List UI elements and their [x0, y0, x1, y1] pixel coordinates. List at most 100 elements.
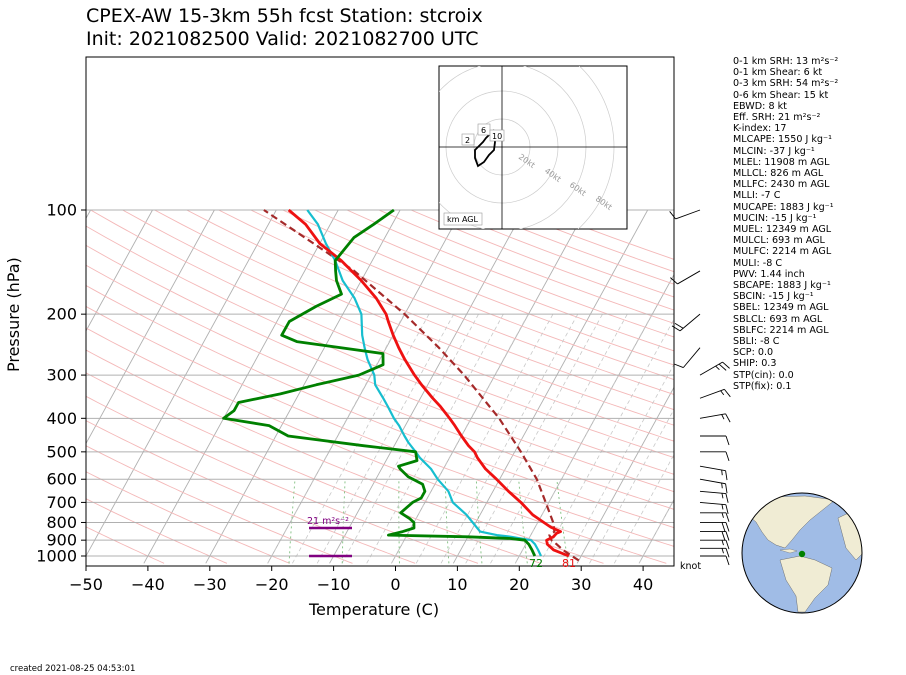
sounding-indices-panel: 0-1 km SRH: 13 m²s⁻² 0-1 km Shear: 6 kt 0-… — [733, 56, 838, 392]
wind-barb-flag — [725, 540, 730, 550]
parcel-profile — [263, 209, 580, 562]
isotherm — [205, 209, 401, 564]
wind-barb-staff — [682, 347, 701, 368]
dry-adiabat — [86, 327, 667, 564]
wind-barb-staff — [677, 270, 701, 285]
wind-barb-staff — [699, 388, 725, 399]
wind-barb-flag — [725, 504, 729, 515]
moist-adiabat — [292, 314, 430, 564]
mixing-ratio-line — [475, 479, 483, 564]
dry-adiabat — [86, 471, 290, 564]
sounding-index: STP(fix): 0.1 — [733, 380, 792, 392]
wind-barb-flag — [718, 363, 727, 371]
wind-barb — [699, 361, 730, 376]
sounding-index: MULCL: 693 m AGL — [733, 235, 825, 247]
wind-barb-half-flag — [721, 414, 725, 420]
wind-barb-flag — [725, 548, 730, 558]
moist-adiabat — [341, 314, 479, 564]
wind-barb-flag — [721, 522, 726, 532]
moist-adiabat — [490, 314, 628, 564]
mixing-ratio-line — [398, 479, 400, 564]
hodograph-height-box — [489, 129, 505, 142]
isotherm — [391, 209, 587, 564]
dewpoint-profile — [222, 208, 537, 557]
sounding-index: 0-1 km Shear: 6 kt — [733, 67, 823, 79]
wind-barb — [700, 531, 730, 541]
hodograph-trace — [474, 129, 496, 168]
isotherm — [638, 498, 674, 564]
wind-barb-half-flag — [721, 504, 724, 510]
wind-barb — [699, 490, 729, 503]
wind-barb-half-flag — [721, 540, 724, 546]
dry-adiabat — [506, 209, 674, 273]
sounding-index: MLLI: -7 C — [733, 190, 781, 202]
y-tick-label: 900 — [46, 531, 77, 550]
hodograph-height-label: 2 — [465, 136, 470, 145]
sounding-index: MLLCL: 826 m AGL — [733, 168, 824, 180]
moist-adiabat — [564, 363, 674, 564]
moist-adiabat — [589, 408, 674, 564]
temperature-profile — [287, 208, 570, 558]
y-tick-label: 600 — [46, 470, 77, 489]
sounding-index: MULFC: 2214 m AGL — [733, 246, 832, 258]
mixing-ratio-line — [518, 479, 528, 564]
wind-barb — [699, 413, 731, 423]
sounding-index: MUCAPE: 1883 J kg⁻¹ — [733, 201, 834, 213]
y-tick-label: 800 — [46, 513, 77, 532]
moist-adiabat — [514, 314, 653, 564]
wetbulb-profile — [306, 209, 542, 557]
wind-barb — [674, 347, 701, 369]
wind-barb-staff — [699, 465, 726, 472]
wind-barb-staff — [699, 501, 726, 506]
dry-adiabat — [154, 209, 674, 426]
moist-adiabat — [638, 498, 674, 564]
wind-barb-flag — [721, 531, 726, 541]
wind-barb-flag — [725, 512, 730, 522]
moist-adiabat — [366, 314, 504, 564]
wind-barb — [700, 451, 730, 461]
isotherm — [86, 209, 153, 332]
chart-title-line-1: CPEX-AW 15-3km 55h fcst Station: stcroix — [86, 5, 483, 27]
x-tick-label: −50 — [69, 575, 103, 594]
sounding-index: SBEL: 12349 m AGL — [733, 302, 829, 314]
sounding-index: PWV: 1.44 inch — [733, 268, 805, 280]
moist-adiabat — [440, 314, 579, 564]
wind-barb-half-flag — [721, 469, 723, 476]
south-america — [779, 555, 833, 613]
wind-barb-half-flag — [721, 512, 724, 518]
moist-adiabat — [316, 314, 455, 564]
wind-barb — [700, 512, 730, 522]
wind-barb-flag — [725, 435, 730, 446]
isotherm — [576, 386, 674, 564]
sounding-index: MLEL: 11908 m AGL — [733, 156, 830, 168]
wind-barb — [699, 465, 728, 481]
moist-adiabat — [465, 314, 603, 564]
sounding-index: 0-3 km SRH: 54 m²s⁻² — [733, 78, 839, 90]
isotherm — [86, 209, 277, 557]
hodograph-footer: km AGL — [447, 215, 479, 224]
dry-adiabat — [86, 445, 353, 564]
x-tick-label: 30 — [571, 575, 591, 594]
wind-barb — [699, 501, 729, 515]
sounding-index: STP(cin): 0.0 — [733, 369, 794, 381]
wind-barb — [670, 270, 701, 285]
y-tick-label: 500 — [46, 442, 77, 461]
dry-adiabat — [86, 285, 674, 529]
sounding-index: K-index: 17 — [733, 123, 787, 135]
wind-barb — [700, 435, 730, 446]
sounding-index: MLCAPE: 1550 J kg⁻¹ — [733, 134, 832, 146]
srh-label: 21 m²s⁻² — [307, 516, 349, 527]
sounding-index: Eff. SRH: 21 m²s⁻² — [733, 112, 821, 124]
y-tick-label: 1000 — [36, 547, 77, 566]
isotherm — [143, 209, 339, 564]
plot-frame — [85, 56, 675, 567]
moist-adiabat — [267, 314, 405, 564]
north-america — [742, 495, 836, 549]
chart-annotations: 21 m²s⁻² 72 81 knot — [307, 516, 701, 572]
wind-barb-flag — [725, 483, 728, 494]
wind-barb — [700, 522, 730, 532]
wind-barb-half-flag — [721, 493, 724, 499]
wind-barb-half-flag — [721, 483, 723, 489]
y-tick-label: 300 — [46, 366, 77, 385]
